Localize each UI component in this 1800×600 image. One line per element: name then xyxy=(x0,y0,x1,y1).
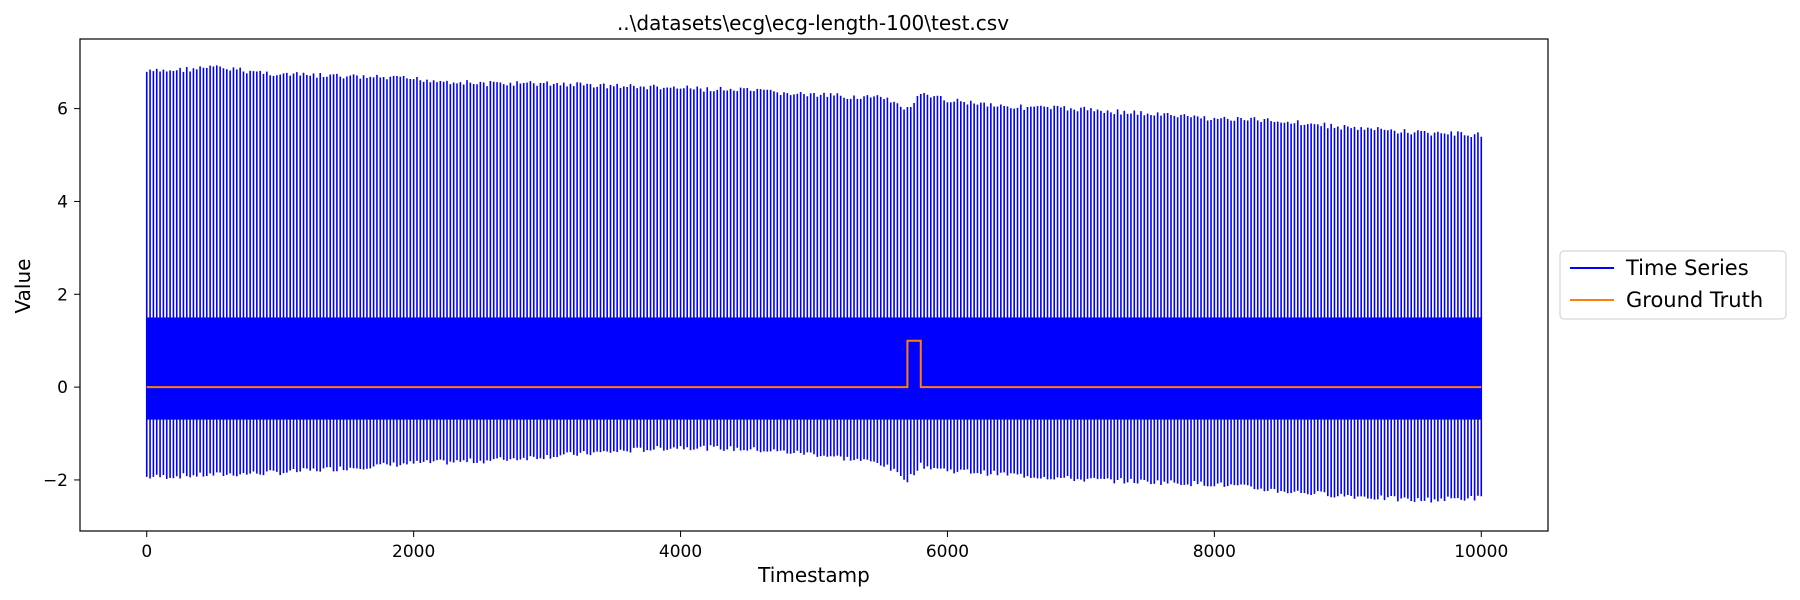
y-tick-label: 2 xyxy=(57,285,68,305)
y-tick-label: −2 xyxy=(43,471,68,491)
y-tick-label: 4 xyxy=(57,192,68,212)
series-layer xyxy=(145,65,1483,503)
y-axis-label: Value xyxy=(11,259,35,314)
x-tick-label: 0 xyxy=(141,542,152,562)
time-series-line xyxy=(145,65,1483,503)
legend-label-time-series: Time Series xyxy=(1625,256,1749,280)
chart-title: ..\datasets\ecg\ecg-length-100\test.csv xyxy=(617,11,1009,35)
x-axis-label: Timestamp xyxy=(757,563,870,587)
x-tick-label: 4000 xyxy=(659,542,702,562)
y-tick-label: 6 xyxy=(57,100,68,120)
y-axis-ticks: −2 0 2 4 6 xyxy=(43,100,80,491)
x-tick-label: 6000 xyxy=(926,542,969,562)
legend-label-ground-truth: Ground Truth xyxy=(1626,288,1763,312)
legend-box xyxy=(1559,250,1787,320)
x-axis-ticks: 0 2000 4000 6000 8000 10000 xyxy=(141,531,1508,562)
plot-area xyxy=(79,38,1549,532)
plot-frame xyxy=(79,38,1549,532)
ground-truth-line xyxy=(146,339,1482,389)
x-tick-label: 10000 xyxy=(1454,542,1508,562)
y-tick-label: 0 xyxy=(57,378,68,398)
x-tick-label: 8000 xyxy=(1193,542,1236,562)
x-tick-label: 2000 xyxy=(392,542,435,562)
legend: Time Series Ground Truth xyxy=(1559,250,1787,320)
